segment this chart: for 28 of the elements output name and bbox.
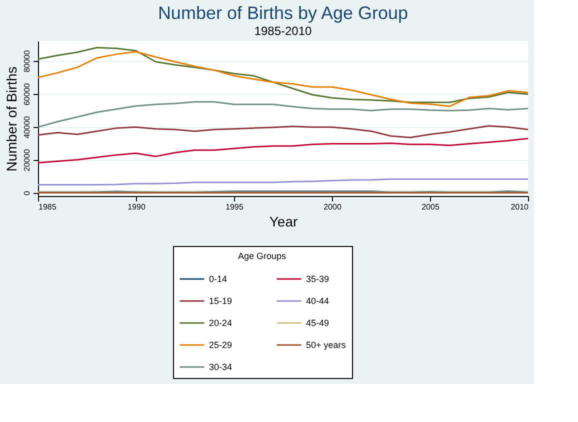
x-axis-title: Year (269, 214, 298, 230)
y-tick-label: 0 (22, 190, 32, 196)
legend-label: 20-24 (209, 318, 232, 328)
legend-label: 40-44 (306, 296, 330, 306)
line-series (37, 125, 529, 138)
y-tick-label: 60000 (22, 82, 32, 106)
line-series (37, 101, 529, 128)
x-tick-label: 1990 (128, 202, 146, 212)
legend-label: 0-14 (209, 274, 228, 284)
legend-label: 50+ years (306, 340, 346, 350)
x-tick-label: 2000 (324, 202, 342, 212)
legend-label: 30-34 (209, 362, 232, 372)
legend-label: 45-49 (306, 318, 330, 328)
x-tick-label: 2005 (422, 202, 440, 212)
y-tick-label: 80000 (22, 50, 32, 72)
legend-label: 35-39 (306, 274, 330, 284)
y-tick-label: 40000 (22, 116, 32, 138)
x-tick-label: 1985 (38, 202, 57, 212)
y-tick-label: 20000 (22, 148, 32, 172)
chart-subtitle: 1985-2010 (254, 24, 312, 38)
x-tick-label: 2010 (510, 202, 530, 212)
legend-title: Age Groups (238, 251, 287, 261)
legend-label: 25-29 (209, 340, 232, 350)
line-series (37, 138, 529, 164)
legend-label: 15-19 (209, 296, 232, 306)
x-tick-label: 1995 (226, 202, 244, 212)
y-axis-title: Number of Births (4, 66, 20, 172)
chart-title: Number of Births by Age Group (158, 3, 408, 23)
